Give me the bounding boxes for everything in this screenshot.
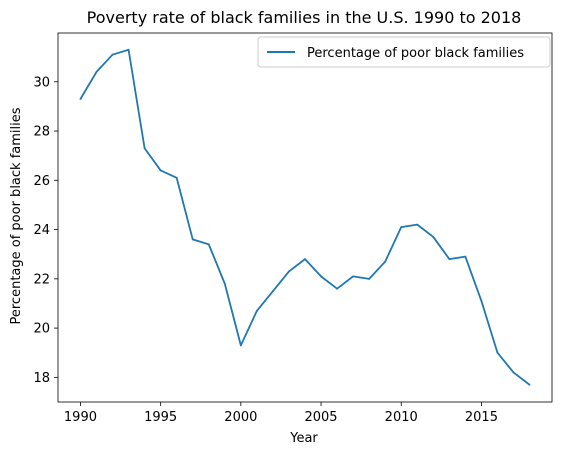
- data-point: [352, 275, 355, 278]
- data-point: [448, 258, 451, 261]
- legend-box: [257, 36, 551, 68]
- data-point: [159, 169, 162, 172]
- data-point: [304, 258, 306, 261]
- data-point: [175, 176, 178, 179]
- data-point: [111, 53, 114, 56]
- y-tick-label: 28: [33, 125, 50, 140]
- data-point: [400, 226, 403, 229]
- data-point: [79, 98, 82, 100]
- data-point: [416, 223, 419, 226]
- data-point: [191, 238, 194, 241]
- x-tick-label: 2010: [385, 410, 418, 425]
- plot-frame: [57, 32, 553, 403]
- data-point: [384, 260, 387, 263]
- x-tick-label: 2000: [224, 410, 257, 425]
- x-axis-title: Year: [289, 431, 318, 446]
- data-point: [432, 236, 435, 238]
- data-point: [255, 309, 258, 312]
- series-group: [79, 48, 531, 386]
- data-point: [528, 383, 531, 386]
- data-point: [336, 287, 338, 290]
- axis-ticks: 1990 1995 2000 2005 2010 2015 18 20 22 24 26 28 30: [33, 75, 498, 425]
- y-tick-label: 22: [33, 272, 50, 287]
- data-point: [239, 344, 242, 347]
- data-point: [223, 282, 226, 285]
- data-point: [207, 243, 210, 246]
- data-point: [127, 48, 130, 51]
- y-axis-title: Percentage of poor black families: [9, 107, 24, 324]
- data-point: [272, 290, 274, 293]
- data-point: [464, 255, 467, 258]
- y-tick-label: 18: [33, 371, 50, 386]
- x-tick-label: 1990: [64, 410, 97, 425]
- x-tick-label: 1995: [144, 410, 177, 425]
- data-point: [368, 277, 371, 280]
- data-point: [320, 275, 322, 278]
- y-tick-label: 24: [33, 223, 50, 238]
- legend: Percentage of poor black families: [257, 36, 551, 68]
- data-point: [480, 300, 483, 302]
- x-tick-label: 2015: [465, 410, 498, 425]
- y-tick-label: 30: [33, 75, 50, 90]
- data-point: [143, 147, 146, 150]
- data-point: [288, 270, 290, 273]
- legend-label: Percentage of poor black families: [307, 46, 524, 61]
- data-point: [496, 351, 499, 354]
- data-point: [95, 71, 98, 73]
- y-tick-label: 26: [33, 174, 50, 189]
- x-tick-label: 2005: [304, 410, 337, 425]
- data-point: [512, 371, 515, 374]
- chart-title: Poverty rate of black families in the U.…: [87, 8, 522, 27]
- y-tick-label: 20: [33, 322, 50, 337]
